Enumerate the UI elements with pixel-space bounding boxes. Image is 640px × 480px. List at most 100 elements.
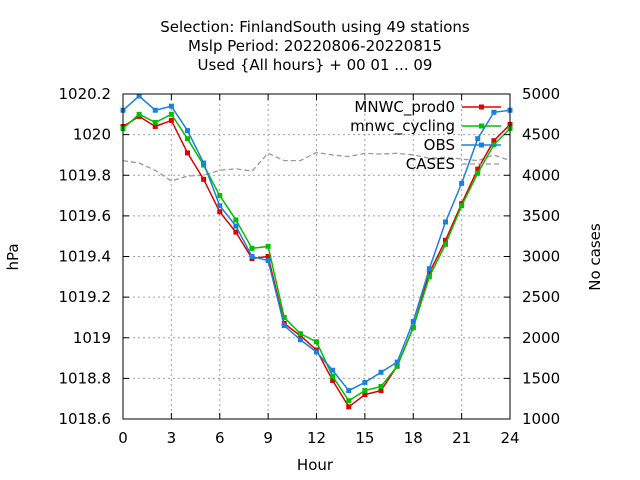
x-axis-label: Hour xyxy=(297,456,334,474)
data-point xyxy=(217,193,223,199)
tick-labels: 0 3 6 9 12 15 18 21 24 1018.6 1018.8 1019 1019.2 1019… xyxy=(59,85,561,447)
legend-label-mnwc-prod0: MNWC_prod0 xyxy=(354,98,455,117)
legend-marker xyxy=(479,142,484,148)
y-tick-label: 1019.6 xyxy=(59,207,112,225)
data-point xyxy=(410,319,416,324)
y2-tick-label: 1500 xyxy=(522,369,560,387)
legend-marker xyxy=(479,123,484,129)
data-point xyxy=(378,388,384,394)
data-point xyxy=(459,180,465,186)
data-point xyxy=(281,314,287,320)
data-point xyxy=(152,124,158,129)
data-point xyxy=(201,176,207,182)
data-point xyxy=(297,337,303,343)
x-tick-label: 12 xyxy=(307,429,326,447)
data-point xyxy=(346,388,352,394)
data-point xyxy=(330,377,336,383)
data-point xyxy=(297,331,303,337)
data-point xyxy=(346,404,352,410)
series-line-cases xyxy=(122,151,511,182)
y2-tick-label: 3000 xyxy=(522,248,560,266)
data-point xyxy=(168,117,174,123)
grid-lines xyxy=(123,94,510,419)
data-point xyxy=(136,111,142,117)
y-tick-label: 1019.8 xyxy=(59,166,112,184)
data-point xyxy=(378,369,384,375)
y2-tick-label: 2000 xyxy=(522,329,560,347)
data-point xyxy=(217,203,223,209)
y2-tick-label: 2500 xyxy=(522,288,560,306)
legend-label-cases: CASES xyxy=(406,155,455,173)
data-point xyxy=(265,254,271,259)
data-point xyxy=(168,103,174,109)
data-point xyxy=(426,274,432,280)
x-tick-label: 18 xyxy=(404,429,423,447)
x-tick-label: 0 xyxy=(118,429,128,447)
data-point xyxy=(410,325,416,331)
data-point xyxy=(314,349,319,355)
data-point xyxy=(185,150,190,156)
data-point xyxy=(443,241,448,247)
y2-tick-label: 3500 xyxy=(522,207,560,225)
data-point xyxy=(265,243,271,249)
chart-title: Selection: FinlandSouth using 49 station… xyxy=(160,18,470,74)
data-point xyxy=(249,254,255,259)
data-point xyxy=(475,136,481,142)
data-point xyxy=(346,398,352,404)
y-tick-label: 1018.8 xyxy=(59,369,112,387)
data-point xyxy=(378,384,384,389)
data-point xyxy=(459,203,465,209)
x-tick-label: 15 xyxy=(355,429,374,447)
plot-frame xyxy=(122,93,511,420)
y2-tick-label: 4500 xyxy=(522,126,560,144)
legend-label-mnwc-cycling: mnwc_cycling xyxy=(350,117,455,136)
y2-tick-label: 4000 xyxy=(522,166,560,184)
data-point xyxy=(281,323,287,329)
data-point xyxy=(491,138,497,144)
x-tick-label: 21 xyxy=(452,429,471,447)
data-point xyxy=(233,217,239,223)
data-point xyxy=(152,107,158,113)
data-point xyxy=(330,367,336,373)
data-point xyxy=(394,363,400,369)
data-point xyxy=(491,109,497,115)
y-tick-label: 1020.2 xyxy=(59,85,112,103)
y2-axis-label: No cases xyxy=(586,223,604,291)
data-point xyxy=(362,392,368,398)
data-point xyxy=(185,128,190,134)
data-point xyxy=(443,237,448,243)
data-point xyxy=(314,339,319,345)
title-line-2: Mslp Period: 20220806-20220815 xyxy=(188,37,442,55)
y2-tick-label: 1000 xyxy=(522,410,560,428)
data-point xyxy=(426,266,432,272)
y-tick-label: 1019 xyxy=(73,329,111,347)
data-point xyxy=(475,170,481,176)
y-tick-label: 1020 xyxy=(73,126,111,144)
y-axis-label: hPa xyxy=(4,243,22,270)
data-point xyxy=(362,388,368,394)
data-point xyxy=(136,93,142,99)
y-tick-label: 1019.2 xyxy=(59,288,112,306)
data-point xyxy=(233,229,239,235)
x-tick-label: 3 xyxy=(167,429,177,447)
y2-tick-label: 5000 xyxy=(522,85,560,103)
x-tick-label: 6 xyxy=(215,429,225,447)
data-point xyxy=(217,209,223,215)
data-point xyxy=(185,136,190,142)
data-point xyxy=(330,373,336,379)
legend-marker xyxy=(479,104,484,110)
data-point xyxy=(265,258,271,264)
data-point xyxy=(152,119,158,125)
title-line-1: Selection: FinlandSouth using 49 station… xyxy=(160,18,470,36)
data-point xyxy=(443,219,448,225)
y-tick-label: 1019.4 xyxy=(59,248,112,266)
x-tick-label: 24 xyxy=(500,429,519,447)
data-point xyxy=(233,223,239,229)
data-point xyxy=(475,166,481,172)
y-tick-label: 1018.6 xyxy=(59,410,112,428)
data-point xyxy=(426,270,432,276)
legend-label-obs: OBS xyxy=(424,136,455,154)
data-point xyxy=(362,379,368,385)
data-point xyxy=(168,111,174,117)
